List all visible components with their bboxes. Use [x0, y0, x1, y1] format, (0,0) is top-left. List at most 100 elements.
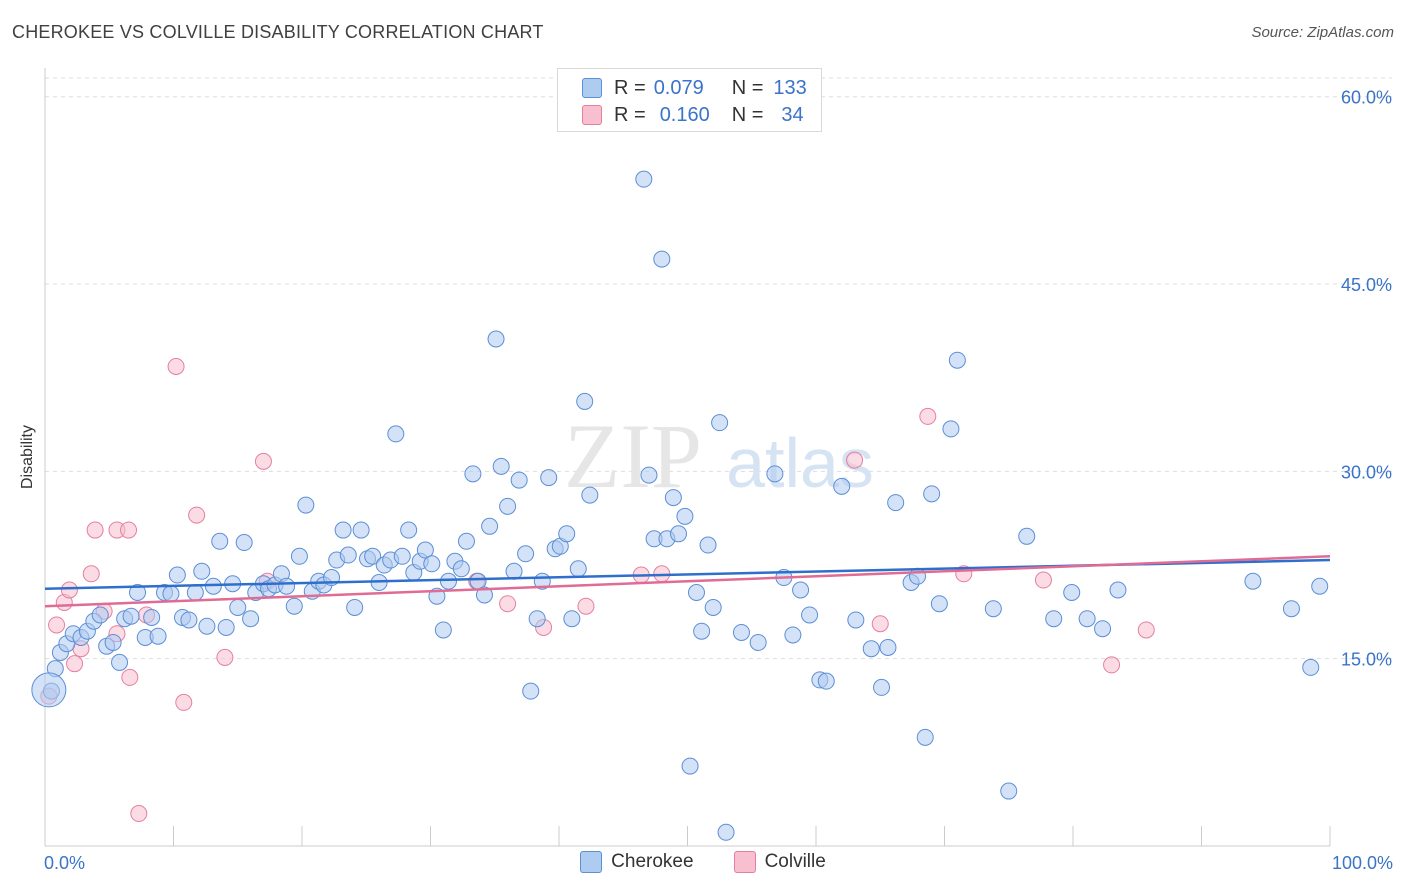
colville-point	[919, 407, 937, 425]
cherokee-point	[186, 583, 204, 601]
colville-point	[1103, 656, 1121, 674]
y-tick-label: 30.0%	[1341, 462, 1392, 482]
cherokee-point	[475, 586, 493, 604]
cherokee-point	[505, 562, 523, 580]
cherokee-point	[699, 536, 717, 554]
cherokee-point	[1000, 782, 1018, 800]
cherokee-point	[487, 330, 505, 348]
cherokee-point	[104, 633, 122, 651]
cherokee-point	[434, 621, 452, 639]
colville-point	[175, 693, 193, 711]
cherokee-point	[653, 250, 671, 268]
cherokee-point	[948, 351, 966, 369]
legend-r-value: 0.160	[659, 103, 710, 126]
legend-r-value: 0.079	[653, 76, 704, 99]
cherokee-point	[517, 545, 535, 563]
trend-lines	[44, 555, 1331, 608]
cherokee-point	[198, 617, 216, 635]
cherokee-point	[640, 466, 658, 484]
cherokee-point	[687, 583, 705, 601]
cherokee-point	[168, 566, 186, 584]
legend-row-colville: R = 0.160 N = 34	[582, 103, 804, 127]
x-tick-label: 100.0%	[1332, 853, 1393, 873]
legend-n-label: N =	[731, 76, 764, 99]
cherokee-swatch-icon	[580, 851, 603, 873]
colville-point	[60, 581, 78, 599]
cherokee-point	[540, 469, 558, 487]
cherokee-point	[364, 547, 382, 565]
legend-n-label: N =	[731, 103, 764, 126]
colville-points	[40, 357, 1155, 823]
cherokee-point	[879, 638, 897, 656]
cherokee-point	[129, 583, 147, 601]
cherokee-point	[862, 640, 880, 658]
cherokee-point	[704, 598, 722, 616]
cherokee-point	[576, 392, 594, 410]
cherokee-point	[916, 728, 934, 746]
colville-point	[130, 805, 148, 823]
y-tick-label: 60.0%	[1341, 88, 1392, 108]
tick-labels: 15.0% 30.0% 45.0% 60.0% 0.0% 100.0%	[44, 88, 1393, 873]
colville-point	[216, 648, 234, 666]
x-tick-label: 0.0%	[44, 853, 85, 873]
cherokee-point	[766, 465, 784, 483]
cherokee-point	[492, 457, 510, 475]
cherokee-point	[91, 606, 109, 624]
grid-lines	[45, 77, 1392, 660]
cherokee-point	[122, 607, 140, 625]
cherokee-point	[339, 546, 357, 564]
cherokee-point	[1311, 577, 1329, 595]
cherokee-point	[111, 653, 129, 671]
cherokee-point	[1109, 581, 1127, 599]
colville-trend-line	[44, 555, 1331, 608]
cherokee-point	[217, 618, 235, 636]
cherokee-point	[923, 485, 941, 503]
cherokee-point	[290, 547, 308, 565]
colville-point	[188, 506, 206, 524]
colville-point	[846, 451, 864, 469]
cherokee-point	[1078, 610, 1096, 628]
legend-item-cherokee: Cherokee	[580, 851, 694, 873]
cherokee-point	[423, 555, 441, 573]
cherokee-point	[1282, 600, 1300, 618]
legend-label-colville: Colville	[764, 851, 826, 872]
cherokee-point	[1045, 610, 1063, 628]
axes	[44, 68, 1331, 847]
cherokee-point	[873, 678, 891, 696]
legend-item-colville: Colville	[733, 851, 826, 873]
cherokee-point	[749, 633, 767, 651]
legend-row-cherokee: R = 0.079 N = 133	[582, 76, 807, 100]
cherokee-point	[942, 420, 960, 438]
cherokee-point	[563, 610, 581, 628]
cherokee-point	[235, 534, 253, 552]
cherokee-point	[681, 757, 699, 775]
cherokee-point	[909, 567, 927, 585]
cherokee-point	[31, 672, 67, 708]
legend-r-label: R =	[614, 76, 646, 99]
cherokee-point	[149, 627, 167, 645]
cherokee-point	[393, 547, 411, 565]
cherokee-point	[499, 497, 517, 515]
cherokee-point	[558, 525, 576, 543]
cherokee-point	[732, 623, 750, 641]
source-credit: Source: ZipAtlas.com	[1251, 24, 1394, 41]
cherokee-point	[285, 597, 303, 615]
cherokee-point	[1302, 658, 1320, 676]
cherokee-point	[452, 560, 470, 578]
legend-n-value: 34	[781, 103, 804, 126]
colville-point	[871, 615, 889, 633]
cherokee-point	[717, 823, 735, 841]
colville-point	[66, 655, 84, 673]
stats-legend: R = 0.079 N = 133 R = 0.160 N = 34	[557, 68, 822, 132]
cherokee-point	[801, 606, 819, 624]
cherokee-point	[242, 610, 260, 628]
y-tick-label: 45.0%	[1341, 275, 1392, 295]
cherokee-point	[817, 672, 835, 690]
cherokee-point	[278, 577, 296, 595]
cherokee-point	[1094, 620, 1112, 638]
colville-point	[48, 616, 66, 634]
cherokee-point	[635, 170, 653, 188]
cherokee-point	[930, 595, 948, 613]
colville-swatch-icon	[582, 105, 602, 125]
